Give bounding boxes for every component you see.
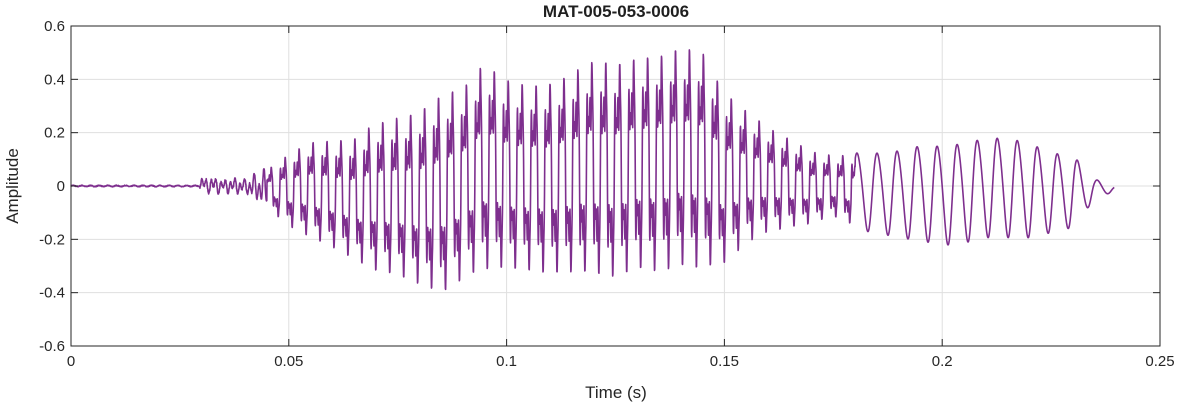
chart-title: MAT-005-053-0006 <box>543 2 689 21</box>
x-tick-label: 0.15 <box>710 353 739 370</box>
y-axis-label: Amplitude <box>3 148 22 224</box>
x-tick-label: 0 <box>67 353 75 370</box>
x-axis-label: Time (s) <box>585 383 647 402</box>
y-tick-label: 0.4 <box>44 71 65 88</box>
x-tick-label: 0.25 <box>1145 353 1174 370</box>
y-tick-label: -0.4 <box>39 285 65 302</box>
y-tick-label: 0.2 <box>44 125 65 142</box>
y-tick-label: -0.2 <box>39 231 65 248</box>
waveform-line <box>70 49 1115 291</box>
y-tick-label: -0.6 <box>39 338 65 355</box>
x-tick-label: 0.2 <box>932 353 953 370</box>
y-axis: -0.6 -0.4 -0.2 0 0.2 0.4 0.6 <box>39 18 1160 355</box>
y-tick-label: 0.6 <box>44 18 65 35</box>
x-axis: 0 0.05 0.1 0.15 0.2 0.25 <box>67 26 1175 370</box>
x-tick-label: 0.05 <box>274 353 303 370</box>
y-tick-label: 0 <box>57 178 65 195</box>
waveform-series <box>70 49 1115 291</box>
x-tick-label: 0.1 <box>496 353 517 370</box>
